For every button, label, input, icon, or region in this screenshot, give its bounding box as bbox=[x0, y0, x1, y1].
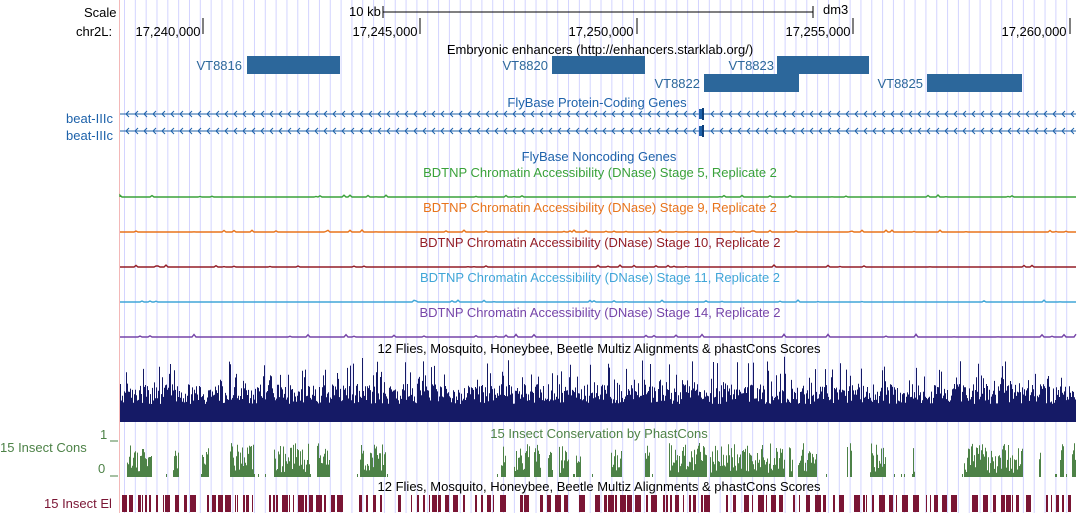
ruler-position-5: 17,260,000 bbox=[1001, 24, 1067, 39]
phastcons-axis-ticks bbox=[110, 440, 118, 477]
elements-track-title[interactable]: 12 Flies, Mosquito, Honeybee, Beetle Mul… bbox=[377, 479, 821, 494]
enhancer-label[interactable]: VT8825 bbox=[877, 76, 923, 91]
dnase-stage9-title[interactable]: BDTNP Chromatin Accessibility (DNase) St… bbox=[423, 200, 777, 215]
phastcons-side-label[interactable]: 15 Insect Cons bbox=[0, 440, 87, 455]
ruler-position-3: 17,250,000 bbox=[568, 24, 634, 39]
enhancer-feature[interactable] bbox=[247, 56, 340, 74]
ruler-position-2: 17,245,000 bbox=[352, 24, 418, 39]
elements-side-label[interactable]: 15 Insect El bbox=[44, 496, 112, 511]
gene-models[interactable] bbox=[0, 108, 1078, 144]
scale-label: Scale bbox=[84, 5, 117, 20]
multiz-conservation-wiggle[interactable] bbox=[0, 354, 1078, 424]
dnase-stage10-signal[interactable] bbox=[0, 256, 1078, 270]
enhancer-feature[interactable] bbox=[927, 74, 1022, 92]
chrom-label: chr2L: bbox=[76, 24, 113, 39]
dnase-stage14-signal[interactable] bbox=[0, 326, 1078, 340]
assembly-label: dm3 bbox=[823, 2, 849, 17]
ruler-position-4: 17,255,000 bbox=[785, 24, 851, 39]
enhancer-label[interactable]: VT8820 bbox=[502, 58, 548, 73]
enhancer-label[interactable]: VT8823 bbox=[728, 58, 774, 73]
conserved-elements[interactable] bbox=[0, 493, 1078, 513]
multiz-track-title[interactable]: 12 Flies, Mosquito, Honeybee, Beetle Mul… bbox=[377, 341, 821, 356]
gene-label[interactable]: beat-IIIc bbox=[66, 128, 113, 143]
enhancer-label[interactable]: VT8822 bbox=[654, 76, 700, 91]
ruler-position-1: 17,240,000 bbox=[135, 24, 201, 39]
scale-bar bbox=[382, 6, 814, 18]
dnase-stage5-title[interactable]: BDTNP Chromatin Accessibility (DNase) St… bbox=[423, 165, 777, 180]
enhancers-track-title[interactable]: Embryonic enhancers (http://enhancers.st… bbox=[446, 42, 754, 57]
dnase-stage11-title[interactable]: BDTNP Chromatin Accessibility (DNase) St… bbox=[419, 270, 781, 285]
scale-bar-label: 10 kb bbox=[349, 4, 381, 19]
phastcons-max-label: 1 bbox=[100, 427, 108, 442]
phastcons-min-label: 0 bbox=[98, 461, 106, 476]
phastcons-track-title[interactable]: 15 Insect Conservation by PhastCons bbox=[490, 426, 708, 441]
phastcons-wiggle[interactable] bbox=[0, 440, 1078, 478]
enhancer-label[interactable]: VT8816 bbox=[196, 58, 242, 73]
enhancer-feature[interactable] bbox=[777, 56, 869, 74]
gene-label[interactable]: beat-IIIc bbox=[66, 111, 113, 126]
dnase-stage11-signal[interactable] bbox=[0, 291, 1078, 305]
enhancer-feature[interactable] bbox=[552, 56, 645, 74]
dnase-stage10-title[interactable]: BDTNP Chromatin Accessibility (DNase) St… bbox=[419, 235, 781, 250]
dnase-stage14-title[interactable]: BDTNP Chromatin Accessibility (DNase) St… bbox=[419, 305, 781, 320]
noncoding-track-title[interactable]: FlyBase Noncoding Genes bbox=[521, 149, 677, 164]
dnase-stage9-signal[interactable] bbox=[0, 221, 1078, 235]
protein-coding-track-title[interactable]: FlyBase Protein-Coding Genes bbox=[507, 95, 687, 110]
ruler-ticks bbox=[202, 18, 1071, 34]
enhancer-feature[interactable] bbox=[704, 74, 799, 92]
dnase-stage5-signal[interactable] bbox=[0, 186, 1078, 200]
